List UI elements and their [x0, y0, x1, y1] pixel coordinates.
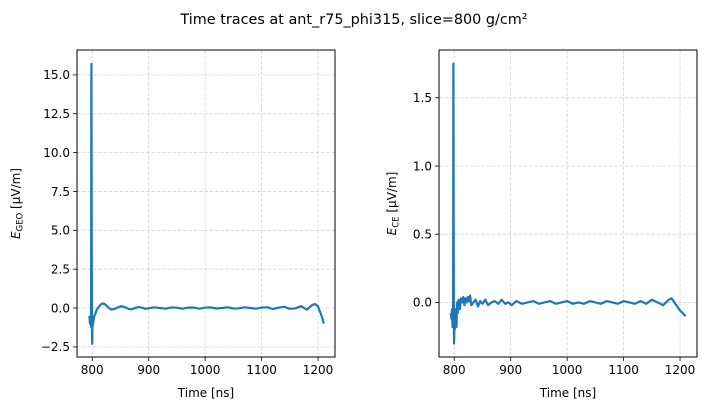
x-axis-ticks: 800 900 1000 1100 1200 — [81, 357, 334, 377]
y-tick-label: 0.0 — [51, 301, 70, 315]
axes-frame — [438, 49, 698, 358]
trace-line — [88, 62, 325, 345]
x-axis-label: Time [ns] — [177, 386, 234, 400]
x-tick-label: 1000 — [552, 363, 583, 377]
y-tick-label: 0.0 — [413, 296, 432, 310]
y-tick-label: −2.5 — [41, 340, 70, 354]
x-tick-label: 1200 — [665, 363, 696, 377]
left-panel-geo: 800 900 1000 1100 1200 −2.5 0.0 2.5 5.0 7.5 10.0 12… — [9, 49, 336, 400]
x-tick-label: 800 — [443, 363, 466, 377]
right-panel-ce: 800 900 1000 1100 1200 0.0 0.5 1.0 1.5 Time [ns] E… — [385, 49, 698, 400]
figure-title: Time traces at ant_r75_phi315, slice=800… — [179, 12, 527, 28]
x-tick-label: 800 — [81, 363, 104, 377]
y-axis-label: EGEO [µV/m] — [9, 168, 26, 239]
axes-frame — [76, 49, 336, 358]
x-tick-label: 1200 — [303, 363, 334, 377]
y-tick-label: 1.0 — [413, 159, 432, 173]
y-axis-ticks: 0.0 0.5 1.0 1.5 — [413, 91, 439, 310]
x-tick-label: 1100 — [246, 363, 277, 377]
y-tick-label: 2.5 — [51, 262, 70, 276]
y-axis-ticks: −2.5 0.0 2.5 5.0 7.5 10.0 12.5 15.0 — [41, 68, 77, 354]
y-tick-label: 10.0 — [43, 146, 70, 160]
y-tick-label: 7.5 — [51, 185, 70, 199]
trace-line — [449, 62, 687, 345]
y-tick-label: 12.5 — [43, 107, 70, 121]
y-tick-label: 1.5 — [413, 91, 432, 105]
x-tick-label: 900 — [137, 363, 160, 377]
x-axis-label: Time [ns] — [539, 386, 596, 400]
x-axis-ticks: 800 900 1000 1100 1200 — [443, 357, 696, 377]
y-tick-label: 0.5 — [413, 228, 432, 242]
y-tick-label: 15.0 — [43, 68, 70, 82]
x-tick-label: 900 — [499, 363, 522, 377]
x-tick-label: 1000 — [190, 363, 221, 377]
y-axis-label: ECE [µV/m] — [385, 172, 402, 236]
x-tick-label: 1100 — [608, 363, 639, 377]
y-tick-label: 5.0 — [51, 224, 70, 238]
